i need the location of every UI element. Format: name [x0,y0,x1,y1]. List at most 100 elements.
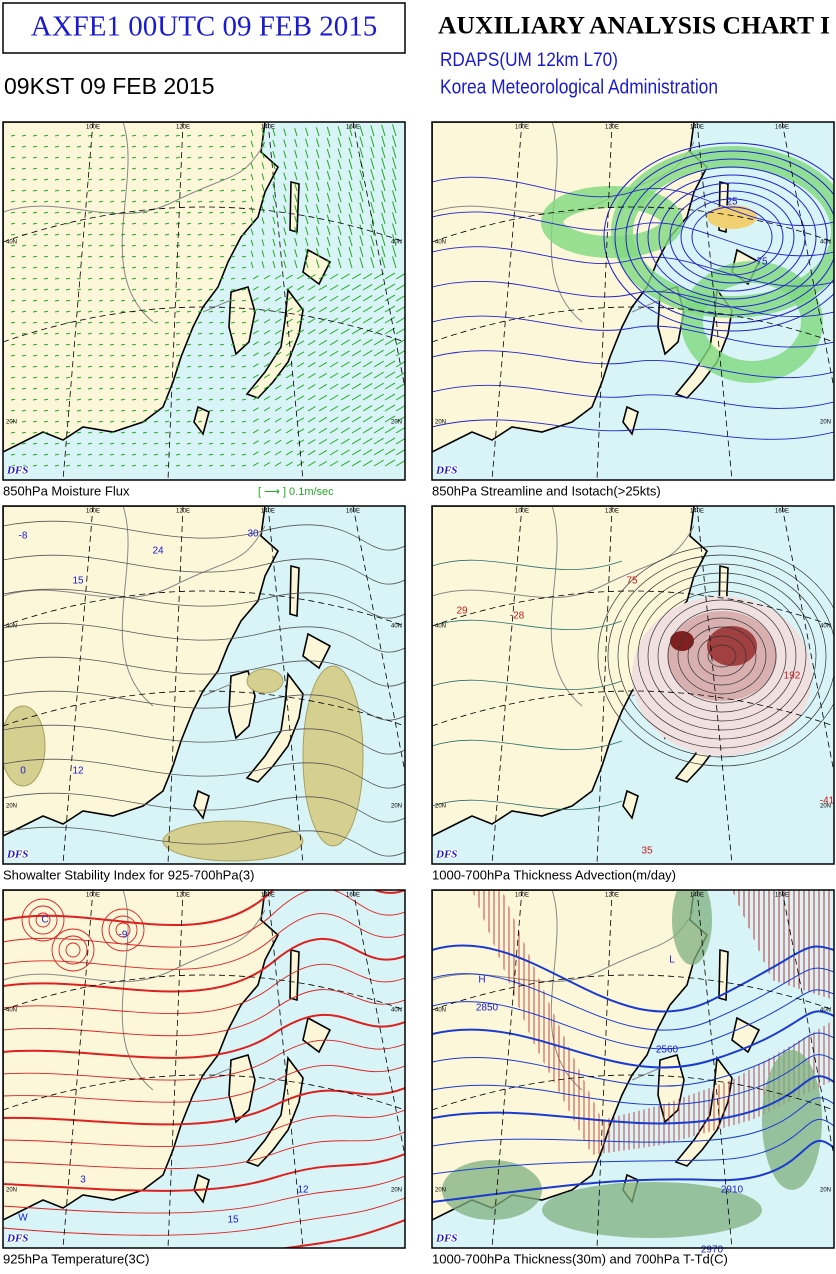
flux-arrow [384,283,396,291]
lat-label: 40N [6,624,17,630]
flux-arrow [175,222,181,225]
contour-label: 2970 [701,1245,724,1256]
flux-arrow [109,244,115,247]
flux-arrow [208,211,214,214]
flux-arrow [153,387,159,390]
flux-arrow [21,398,27,401]
flux-arrow [283,216,287,225]
flux-arrow [10,431,16,434]
advection-area [707,626,757,666]
flux-arrow [32,145,38,148]
flux-arrow [263,396,271,401]
stability-area [246,668,284,694]
flux-arrow [230,321,236,324]
flux-arrow [285,285,293,291]
flux-arrow [340,306,350,313]
contour-label: 0 [20,766,26,777]
streamline [658,182,806,292]
flux-arrow [153,178,159,181]
flux-arrow [76,354,82,357]
lat-label: 40N [820,1008,831,1014]
flux-arrow [54,299,60,302]
flux-arrow [153,409,159,412]
flux-arrow [337,126,342,137]
flux-arrow [32,387,38,390]
flux-arrow [219,442,225,445]
flux-arrow [294,249,298,258]
flux-arrow [10,332,16,335]
flux-arrow [340,350,350,357]
lat-label: 40N [435,624,446,630]
flux-arrow [384,371,396,379]
flux-arrow [32,376,38,379]
panel-frame [2,505,406,865]
flux-arrow [208,277,214,280]
flux-arrow [208,376,214,379]
flux-arrow [370,125,375,137]
flux-arrow [296,274,305,280]
flux-arrow [305,160,309,170]
thickness-contour [432,989,834,1050]
flux-arrow [283,161,287,170]
flux-arrow [164,299,170,302]
moist-band [432,890,834,1155]
flux-arrow [98,453,104,456]
flux-arrow [296,285,305,291]
flux-arrow [359,235,364,247]
flux-arrow [65,387,71,390]
dry-area [542,1182,762,1238]
flux-arrow [153,222,159,225]
flux-arrow [186,321,192,324]
flux-arrow [305,226,309,236]
flux-arrow [294,172,298,181]
flux-arrow [109,442,115,445]
flux-arrow [261,151,265,159]
model-name: RDAPS(UM 12km L70) [440,50,618,71]
isotherm [3,1087,405,1126]
flux-arrow [283,194,287,203]
flux-arrow [348,158,353,170]
flux-arrow [76,156,82,159]
flux-arrow [153,398,159,401]
flux-arrow [21,266,27,269]
flux-arrow [296,340,305,346]
flux-arrow [76,288,82,291]
flux-arrow [219,387,225,390]
flux-arrow [32,332,38,335]
flux-arrow [186,310,192,313]
flux-arrow [10,387,16,390]
flux-arrow [10,321,16,324]
flux-arrow [241,442,247,445]
flux-arrow [373,294,384,302]
isotach-core [707,205,757,229]
flux-arrow [197,233,203,236]
flux-arrow [87,442,93,445]
advection-contour [432,739,623,750]
flux-arrow [175,288,181,291]
flux-arrow [120,299,126,302]
flux-arrow [250,173,254,181]
isotherm [101,908,145,952]
flux-arrow [32,409,38,412]
flux-arrow [252,407,259,412]
flux-arrow [76,145,82,148]
flux-arrow [348,257,353,269]
stability-contour [3,520,405,551]
stability-contour [3,826,405,857]
lat-line [432,206,834,243]
lat-label: 40N [391,624,402,630]
flux-arrow [252,462,259,467]
flux-arrow [87,310,93,313]
flux-arrow [351,317,362,324]
flux-arrow [241,266,247,269]
flux-arrow [131,233,137,236]
flux-arrow [263,341,271,346]
flux-arrow [32,354,38,357]
flux-arrow [65,354,71,357]
flux-arrow [351,438,362,445]
flux-arrow [87,420,93,423]
flux-arrow [370,136,375,148]
flux-arrow [250,250,254,258]
flux-arrow [285,395,293,401]
flux-arrow [43,277,49,280]
